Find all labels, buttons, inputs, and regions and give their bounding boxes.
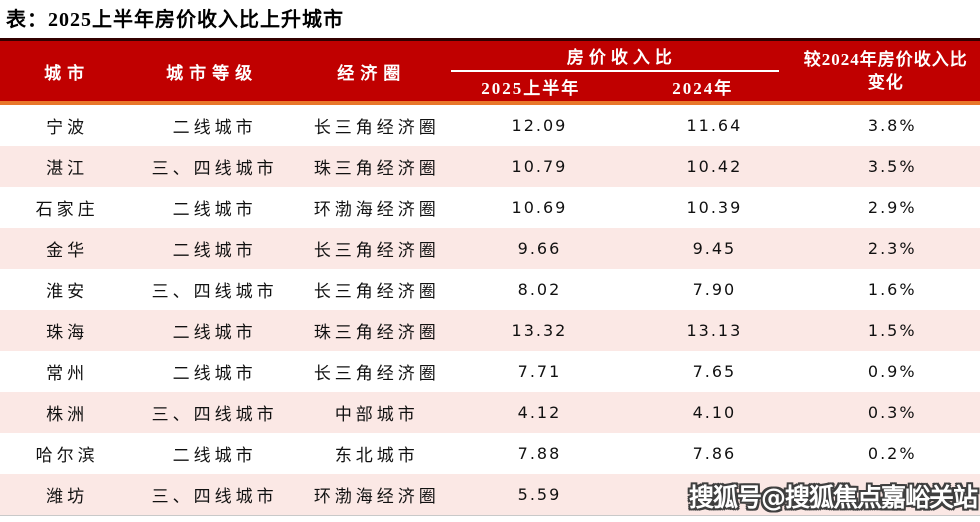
cell-ratio-2024: 5.58 [692,485,737,504]
cell-tier: 二线城市 [172,446,257,465]
cell-change: 3.8% [867,116,917,135]
cell-ratio-2025h1: 10.69 [511,198,568,217]
cell-tier: 二线城市 [172,200,257,219]
cell-change: 3.5% [867,157,917,176]
table-row: 淮安 三、四线城市 长三角经济圈 8.02 7.90 1.6% [0,269,980,310]
cell-ratio-2025h1: 7.71 [517,362,562,381]
header-ratio-2024: 2024年 [672,79,734,98]
cell-tier: 三、四线城市 [151,487,278,506]
table-row: 湛江 三、四线城市 珠三角经济圈 10.79 10.42 3.5% [0,146,980,187]
cell-tier: 二线城市 [172,364,257,383]
cell-ratio-2025h1: 13.32 [511,321,568,340]
table-header: 城市 城市等级 经济圈 房价收入比 2025上半年 2024年 较2024年房价… [0,38,980,105]
cell-ratio-2024: 4.10 [692,403,737,422]
cell-ratio-2024: 11.64 [686,116,743,135]
bottom-hairline [0,515,980,516]
cell-ratio-2025h1: 7.88 [517,444,562,463]
cell-ratio-2025h1: 12.09 [511,116,568,135]
cell-ratio-2024: 7.65 [692,362,737,381]
header-tier: 城市等级 [166,63,259,83]
cell-city: 株洲 [46,405,89,424]
header-ratio-group-label: 房价收入比 [566,48,677,67]
cell-change: 2.3% [867,239,917,258]
cell-circle: 长三角经济圈 [313,118,440,137]
cell-circle: 中部城市 [334,405,419,424]
cell-ratio-2024: 7.90 [692,280,737,299]
house-price-income-table: 城市 城市等级 经济圈 房价收入比 2025上半年 2024年 较2024年房价… [0,38,980,515]
header-change: 较2024年房价收入比变化 [803,50,968,92]
cell-city: 哈尔滨 [35,446,99,465]
cell-tier: 二线城市 [172,241,257,260]
cell-circle: 珠三角经济圈 [313,159,440,178]
cell-tier: 三、四线城市 [151,282,278,301]
cell-city: 石家庄 [35,200,99,219]
table-row: 哈尔滨 二线城市 东北城市 7.88 7.86 0.2% [0,433,980,474]
table-body: 宁波 二线城市 长三角经济圈 12.09 11.64 3.8% 湛江 三、四线城… [0,105,980,515]
table-row: 常州 二线城市 长三角经济圈 7.71 7.65 0.9% [0,351,980,392]
cell-tier: 三、四线城市 [151,159,278,178]
cell-change: 0.9% [867,362,917,381]
cell-circle: 长三角经济圈 [313,241,440,260]
cell-circle: 东北城市 [334,446,419,465]
cell-change: 1.6% [867,280,917,299]
cell-tier: 三、四线城市 [151,405,278,424]
table-row: 宁波 二线城市 长三角经济圈 12.09 11.64 3.8% [0,105,980,146]
cell-ratio-2025h1: 8.02 [517,280,562,299]
cell-city: 珠海 [46,323,89,342]
cell-ratio-2025h1: 5.59 [517,485,562,504]
table-row: 株洲 三、四线城市 中部城市 4.12 4.10 0.3% [0,392,980,433]
cell-tier: 二线城市 [172,323,257,342]
cell-city: 常州 [46,364,89,383]
cell-city: 潍坊 [46,487,89,506]
cell-circle: 长三角经济圈 [313,364,440,383]
header-city: 城市 [44,63,91,83]
cell-ratio-2025h1: 9.66 [517,239,562,258]
cell-circle: 长三角经济圈 [313,282,440,301]
cell-ratio-2024: 13.13 [686,321,743,340]
cell-city: 湛江 [46,159,89,178]
cell-change: 1.5% [867,321,917,340]
table-row: 金华 二线城市 长三角经济圈 9.66 9.45 2.3% [0,228,980,269]
cell-ratio-2024: 7.86 [692,444,737,463]
cell-circle: 珠三角经济圈 [313,323,440,342]
header-ratio-2025h1: 2025上半年 [481,79,581,98]
cell-city: 宁波 [46,118,89,137]
page-title: 表：2025上半年房价收入比上升城市 [6,9,344,31]
cell-change: 2.9% [867,198,917,217]
header-circle: 经济圈 [337,63,407,83]
cell-ratio-2025h1: 10.79 [511,157,568,176]
table-row: 石家庄 二线城市 环渤海经济圈 10.69 10.39 2.9% [0,187,980,228]
cell-change: 0.2% [867,485,917,504]
cell-tier: 二线城市 [172,118,257,137]
cell-change: 0.2% [867,444,917,463]
header-ratio-group: 房价收入比 2025上半年 2024年 [447,41,791,101]
table-row: 珠海 二线城市 珠三角经济圈 13.32 13.13 1.5% [0,310,980,351]
table-row: 潍坊 三、四线城市 环渤海经济圈 5.59 5.58 0.2% [0,474,980,515]
cell-circle: 环渤海经济圈 [313,487,440,506]
cell-ratio-2025h1: 4.12 [517,403,562,422]
cell-circle: 环渤海经济圈 [313,200,440,219]
header-group-divider [451,70,780,72]
cell-ratio-2024: 10.42 [686,157,743,176]
cell-city: 金华 [46,241,89,260]
cell-city: 淮安 [46,282,89,301]
cell-ratio-2024: 9.45 [692,239,737,258]
sohu-watermark: 搜狐号@搜狐焦点嘉峪关站 [688,483,978,512]
cell-ratio-2024: 10.39 [686,198,743,217]
cell-change: 0.3% [867,403,917,422]
